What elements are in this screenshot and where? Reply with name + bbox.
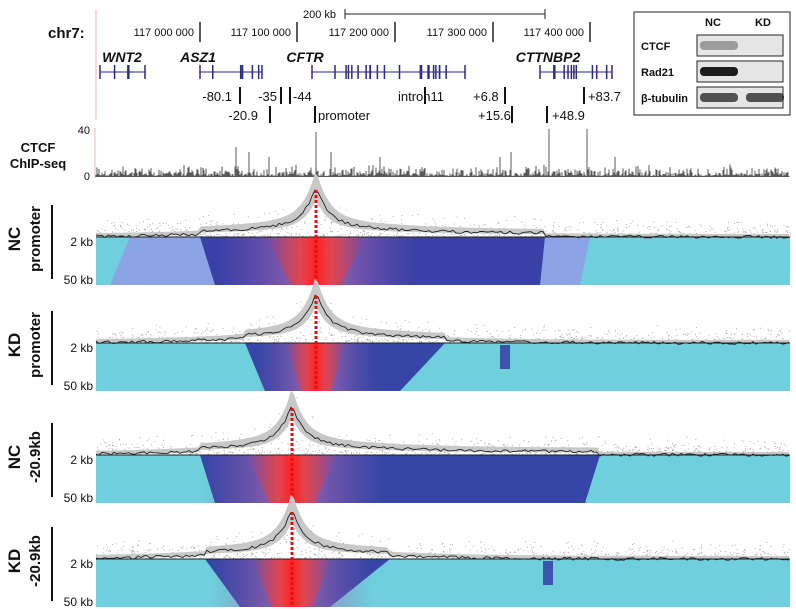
element-label: -20.9 [228, 108, 258, 123]
panel: KD -20.9kb 2 kb 50 kb [5, 494, 790, 609]
scale-label: 2 kb [70, 341, 93, 355]
panel: NC -20.9kb 2 kb 50 kb [5, 390, 790, 505]
chrom-label: chr7: [48, 25, 85, 42]
element-label: -80.1 [202, 89, 232, 104]
scale-label: 2 kb [70, 235, 93, 249]
element-label: +48.9 [552, 108, 585, 123]
blot-row: CTCF [641, 41, 671, 53]
heatmap-bg [96, 343, 790, 391]
blot-band [700, 93, 738, 102]
gene-name: ASZ1 [179, 49, 216, 65]
gene-name: CTTNBP2 [516, 49, 581, 65]
condition-label: KD [5, 333, 24, 358]
viewpoint-label: -20.9kb [27, 431, 44, 483]
condition-label: NC [5, 445, 24, 470]
panel: NC promoter 2 kb 50 kb [5, 172, 791, 287]
coordinate-label: 117 400 000 [524, 27, 584, 39]
profile-line [95, 189, 790, 239]
scale-bar-label: 200 kb [303, 9, 336, 21]
scale-label: 50 kb [64, 595, 94, 609]
viewpoint-label: -20.9kb [27, 535, 44, 587]
element-label: +15.6 [478, 108, 511, 123]
chip-label: CTCF [21, 140, 56, 155]
profile-band [96, 278, 789, 343]
chip-signal [95, 129, 790, 177]
gene-name: WNT2 [102, 49, 142, 65]
element-label: -35 [258, 89, 277, 104]
blot-row: Rad21 [641, 67, 674, 79]
profile-points [96, 500, 790, 560]
chip-label: ChIP-seq [10, 156, 66, 171]
blot-row: β-tubulin [641, 93, 688, 105]
viewpoint-label: promoter [27, 206, 44, 272]
element-label: +6.8 [473, 89, 499, 104]
scale-label: 50 kb [64, 379, 94, 393]
profile-line [95, 406, 790, 457]
coordinate-label: 117 000 000 [134, 27, 194, 39]
blot-strip [696, 34, 784, 57]
blot-column: KD [755, 17, 771, 29]
coordinate-label: 117 100 000 [231, 27, 291, 39]
coordinate-label: 117 300 000 [427, 27, 487, 39]
scale-label: 50 kb [64, 273, 94, 287]
element-label: promoter [318, 108, 371, 123]
scale-label: 2 kb [70, 453, 93, 467]
element-label: -44 [293, 89, 312, 104]
chip-tick: 0 [84, 171, 90, 183]
viewpoint-label: promoter [27, 312, 44, 378]
panel: KD promoter 2 kb 50 kb [5, 278, 791, 393]
heatmap-patch [543, 561, 553, 585]
blot-column: NC [705, 17, 721, 29]
condition-label: NC [5, 227, 24, 252]
blot-band [746, 93, 784, 102]
condition-label: KD [5, 549, 24, 574]
heatmap-bg [96, 559, 790, 607]
heatmap-patch [500, 345, 510, 369]
profile-band [96, 172, 789, 237]
profile-band [96, 494, 789, 559]
profile-band [96, 390, 789, 455]
element-label: +83.7 [588, 89, 621, 104]
scale-label: 2 kb [70, 557, 93, 571]
element-label: intron11 [398, 89, 444, 104]
blot-strip [696, 60, 784, 83]
scale-label: 50 kb [64, 491, 94, 505]
blot-band [700, 67, 738, 76]
gene-name: CFTR [286, 49, 324, 65]
coordinate-label: 117 200 000 [329, 27, 389, 39]
blot-band [700, 41, 738, 50]
chip-tick: 40 [78, 125, 90, 137]
